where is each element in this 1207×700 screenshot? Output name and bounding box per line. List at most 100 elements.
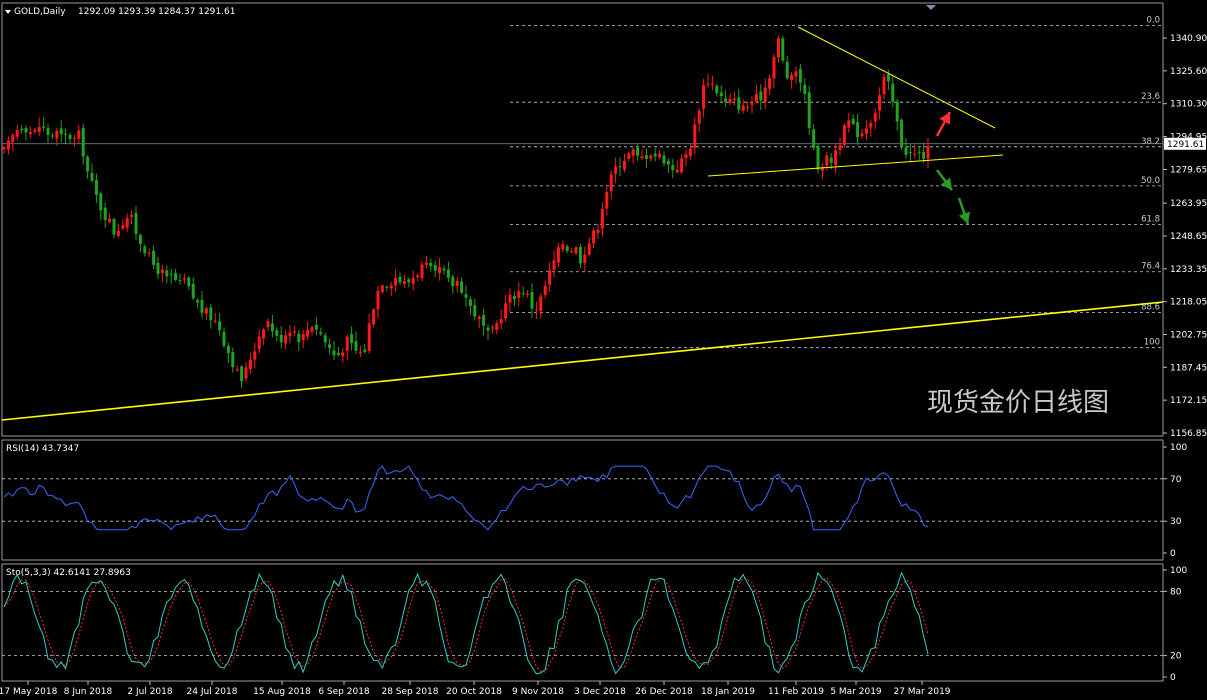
candle-body [226,346,230,354]
candle-body [59,128,63,135]
candle-body [499,319,503,324]
candle-body [468,299,472,306]
candle-body [429,263,433,267]
candle-body [15,130,19,137]
down-arrow-icon [936,169,953,191]
candle-body [627,153,631,159]
sto-panel-frame [1,563,1164,682]
rsi-tick-label: 70 [1170,475,1182,485]
candle-body [662,155,666,164]
candle-body [838,145,842,150]
candle-body [328,344,332,348]
candle-body [174,273,178,281]
date-tick-label: 8 Jun 2018 [64,687,113,697]
sto-tick-label: 80 [1170,587,1182,597]
candle-body [763,87,767,102]
date-tick-label: 17 May 2018 [0,687,58,697]
candle-body [886,74,890,82]
candle-body [908,152,912,154]
candle-body [644,154,648,159]
candle-body [68,135,72,139]
candle-body [209,307,213,321]
candle-body [508,294,512,303]
fib-level-label: 0.0 [1146,15,1160,25]
candle-body [90,172,94,181]
candle-body [411,277,415,285]
candle-body [693,124,697,148]
candle-body [143,246,147,254]
candle-body [455,280,459,286]
candle-body [196,300,200,303]
candle-body [433,264,437,271]
date-tick-label: 11 Feb 2019 [768,687,824,697]
candle-body [592,230,596,244]
candle-body [728,98,732,103]
candle-body [152,250,156,265]
candle-body [323,335,327,343]
candle-body [319,332,323,335]
candle-body [922,151,926,159]
candle-body [816,146,820,170]
candle-body [130,214,134,218]
candle-body [460,281,464,293]
candle-body [222,332,226,346]
candle-body [706,83,710,85]
arrow-head [958,211,971,224]
candle-body [803,84,807,95]
arrow-head [939,112,951,125]
candle-body [737,97,741,110]
candle-body [81,128,85,157]
candle-body [750,103,754,105]
sto-label: Sto(5,3,3) 42.6141 27.8963 [6,568,131,578]
date-tick-label: 28 Sep 2018 [381,687,438,697]
candle-body [772,56,776,79]
candle-body [820,167,824,171]
candle-body [204,308,208,314]
candle-body [20,128,24,131]
candle-body [191,283,195,299]
candle-body [552,260,556,270]
candle-body [213,320,217,322]
candle-body [442,268,446,271]
candle-body [600,209,604,229]
candle-body [385,286,389,288]
candle-body [2,147,6,150]
rsi-panel-frame [1,439,1164,561]
candle-body [218,321,222,331]
current-price-label: 1291.61 [1167,140,1204,150]
arrow-head [940,177,952,190]
price-tick-label: 1294.95 [1170,133,1207,143]
candle-body [917,151,921,153]
candle-body [666,160,670,165]
candle-body [358,351,362,354]
date-tick-label: 15 Aug 2018 [253,687,311,697]
candle-body [697,110,701,124]
candle-body [785,61,789,79]
candle-body [50,135,54,137]
candle-body [314,324,318,330]
candle-body [486,327,490,331]
candle-body [297,333,301,343]
candle-body [398,276,402,283]
candle-body [160,269,164,274]
candle-body [231,352,235,368]
descending-resistance-line [797,26,996,129]
candle-body [235,369,239,371]
date-tick-label: 26 Dec 2018 [635,687,693,697]
candle-body [86,156,90,172]
candle-body [556,247,560,263]
long-term-support-line [1,301,1164,421]
candle-body [477,316,481,320]
candle-body [618,166,622,168]
candle-body [55,130,59,139]
rsi-tick-label: 30 [1170,517,1182,527]
candle-body [675,169,679,173]
candle-body [565,246,569,252]
candle-body [116,230,120,236]
current-price-badge [1164,137,1206,150]
fib-level-label: 61.8 [1141,215,1160,225]
candle-body [842,125,846,145]
candle-body [790,74,794,80]
candle-body [121,225,125,229]
